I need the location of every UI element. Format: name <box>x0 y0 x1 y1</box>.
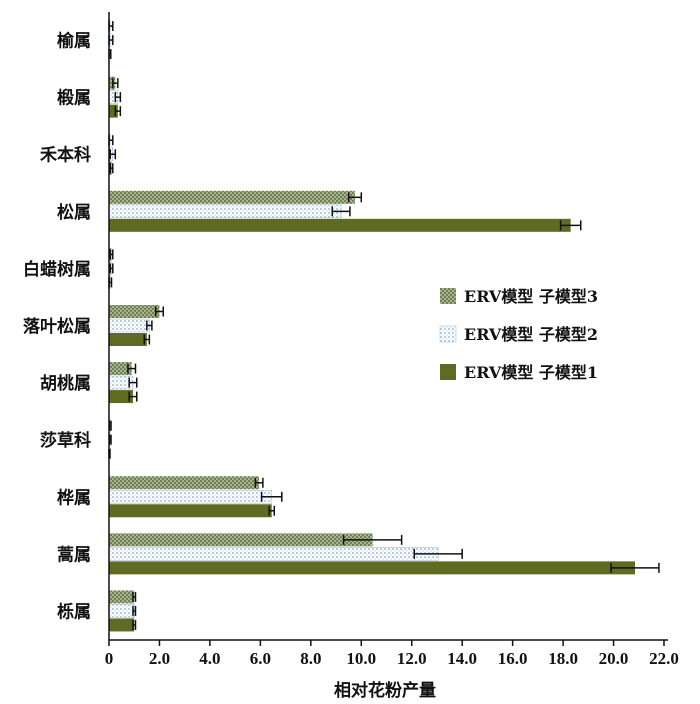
bar <box>109 504 272 518</box>
legend-label: ERV模型 子模型3 <box>464 287 598 306</box>
x-tick-label: 14.0 <box>447 649 477 668</box>
bar <box>109 333 147 346</box>
bar <box>109 533 373 547</box>
bar <box>108 204 342 219</box>
bar <box>109 218 571 232</box>
x-axis-title: 相对花粉产量 <box>334 680 436 701</box>
error-bar <box>128 377 138 388</box>
bar <box>109 362 132 376</box>
bars-layer <box>108 19 660 632</box>
x-tick-label: 20.0 <box>599 649 629 668</box>
legend: ERV模型 子模型3 ERV模型 子模型2 ERV模型 子模型1 <box>439 287 598 382</box>
error-bar <box>331 206 351 217</box>
bar <box>109 590 135 604</box>
x-tick-label: 18.0 <box>548 649 578 668</box>
x-tick-label: 0 <box>105 649 114 668</box>
error-bar <box>109 149 117 160</box>
x-tick-label: 16.0 <box>498 649 528 668</box>
legend-label: ERV模型 子模型1 <box>464 363 598 382</box>
error-bar <box>114 106 122 117</box>
error-bar <box>143 334 151 345</box>
error-bar <box>260 491 283 502</box>
category-label: 胡桃属 <box>40 373 91 394</box>
x-tick-label: 12.0 <box>397 649 427 668</box>
error-bar <box>268 505 275 516</box>
bar <box>109 618 135 632</box>
error-bar <box>132 605 137 616</box>
bar <box>108 318 150 333</box>
category-label: 莎草科 <box>40 430 91 451</box>
category-label: 桦属 <box>57 487 91 508</box>
bar <box>109 390 133 404</box>
error-bar <box>559 220 582 231</box>
category-label: 落叶松属 <box>23 316 91 337</box>
legend-swatch <box>440 364 456 380</box>
error-bar <box>146 320 153 331</box>
error-bar <box>154 306 164 317</box>
x-tick-label: 4.0 <box>199 649 220 668</box>
bar <box>109 104 118 118</box>
error-bar <box>114 92 122 103</box>
category-label: 白蜡树属 <box>23 259 91 280</box>
bar <box>109 190 355 204</box>
error-bar <box>127 363 137 374</box>
error-bar <box>109 249 114 260</box>
category-label: 栎属 <box>57 601 91 622</box>
legend-label: ERV模型 子模型2 <box>464 325 598 344</box>
error-bar <box>610 562 660 573</box>
category-label: 蒿属 <box>57 545 91 565</box>
bar <box>108 547 439 561</box>
error-bar <box>128 391 138 402</box>
error-bar <box>342 534 403 545</box>
category-label: 椴属 <box>57 88 91 109</box>
category-label: 松属 <box>57 202 91 223</box>
error-bar <box>347 192 363 203</box>
bar <box>108 490 272 504</box>
error-bar <box>109 163 114 174</box>
x-tick-label: 22.0 <box>649 649 679 668</box>
error-bar <box>254 477 264 488</box>
legend-swatch <box>439 325 457 343</box>
error-bar <box>413 548 463 559</box>
bar <box>109 561 635 575</box>
error-bar <box>109 263 114 274</box>
x-tick-label: 2.0 <box>149 649 170 668</box>
x-tick-label: 8.0 <box>300 649 321 668</box>
error-bar <box>132 619 137 630</box>
category-label: 榆属 <box>57 31 91 52</box>
bar <box>108 604 135 618</box>
legend-swatch <box>440 288 456 304</box>
error-bar <box>112 78 119 89</box>
category-label: 禾本科 <box>40 145 91 166</box>
bar <box>109 305 160 318</box>
bar <box>109 476 260 490</box>
x-tick-label: 6.0 <box>250 649 271 668</box>
x-tick-label: 10.0 <box>346 649 376 668</box>
error-bar <box>132 591 137 602</box>
